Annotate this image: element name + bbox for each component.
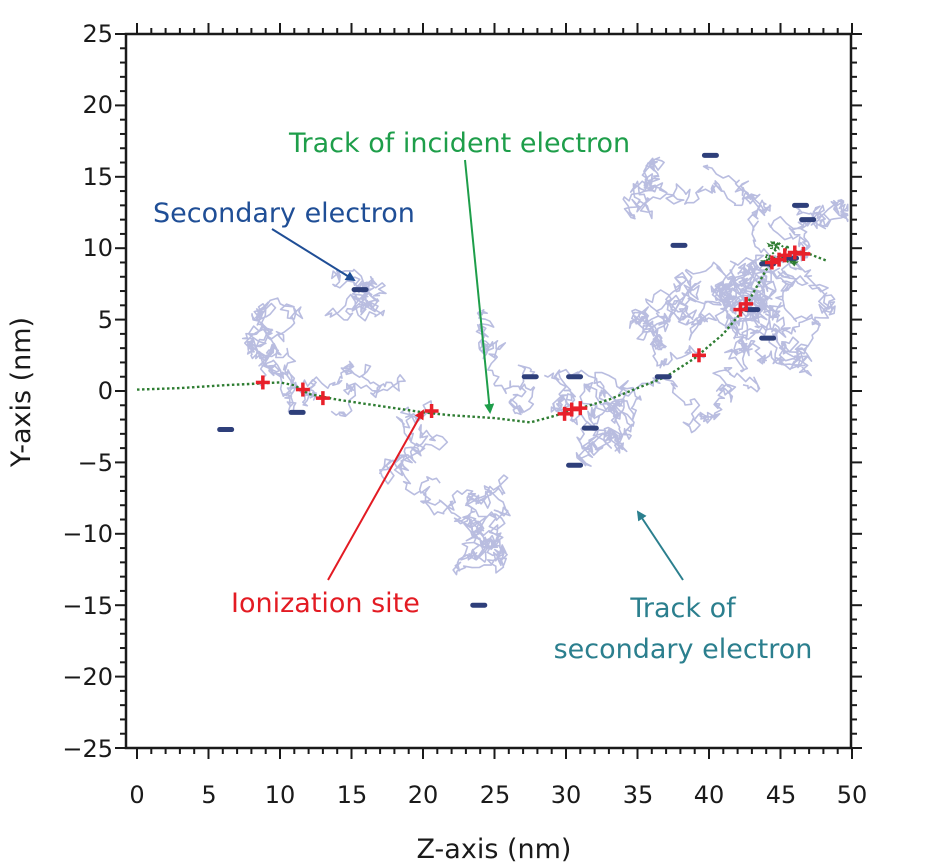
secondary-tracks (241, 156, 849, 576)
ionization-site-marker (424, 403, 439, 418)
x-tick-label: 35 (623, 781, 654, 809)
x-tick-label: 15 (337, 781, 368, 809)
annotation-ionization-site: Ionization site (231, 588, 420, 619)
secondary-track (298, 360, 406, 418)
y-tick-label: 10 (82, 234, 113, 262)
ionization-site-marker (255, 375, 270, 390)
incident-track-arrow (464, 159, 495, 414)
x-tick-label: 30 (551, 781, 582, 809)
ionization-site-marker (315, 391, 330, 406)
x-tick-label: 50 (837, 781, 868, 809)
secondary-track-arrow (636, 510, 684, 581)
y-tick-label: −20 (62, 663, 113, 691)
ionization-site-marker (557, 406, 572, 421)
secondary-track (324, 268, 387, 322)
secondary-electron-arrow (271, 228, 356, 282)
annotation-incident-track: Track of incident electron (288, 128, 630, 159)
y-tick-labels: 25 20 15 10 5 0 −5 −10 −15 −20 −25 (62, 20, 113, 763)
y-tick-label: 15 (82, 163, 113, 191)
markers (217, 152, 817, 608)
y-tick-label: −5 (78, 449, 113, 477)
ionization-site-arrow (327, 409, 424, 581)
secondary-track (747, 198, 849, 271)
secondary-track (475, 309, 536, 416)
y-tick-label: 20 (82, 91, 113, 119)
axis-ticks (115, 23, 862, 759)
secondary-track (543, 368, 642, 467)
x-tick-label: 25 (480, 781, 511, 809)
annotation-secondary-electron: Secondary electron (153, 198, 415, 229)
annotation-secondary-electron-track: secondary electron (554, 634, 813, 665)
secondary-track (628, 306, 705, 369)
secondary-track (379, 400, 511, 576)
x-axis-title: Z-axis (nm) (417, 834, 572, 865)
x-tick-label: 10 (265, 781, 296, 809)
secondary-track (241, 297, 304, 413)
ionization-site-marker (295, 382, 310, 397)
secondary-track (569, 367, 761, 456)
y-tick-label: −10 (62, 520, 113, 548)
y-tick-label: −15 (62, 592, 113, 620)
ionization-site-marker (573, 401, 588, 416)
secondary-track (622, 156, 772, 220)
ionization-site-marker (764, 255, 779, 270)
y-axis-title: Y-axis (nm) (6, 317, 37, 468)
y-tick-label: 0 (98, 377, 113, 405)
x-tick-labels: 0 5 10 15 20 25 30 35 40 45 50 (129, 781, 867, 809)
ionization-site-marker (796, 246, 811, 261)
secondary-track (710, 254, 836, 377)
ionization-site-marker (777, 248, 792, 263)
y-tick-label: 25 (82, 20, 113, 48)
x-tick-label: 5 (201, 781, 216, 809)
x-tick-label: 20 (408, 781, 439, 809)
x-tick-label: 45 (766, 781, 797, 809)
y-tick-label: −25 (62, 735, 113, 763)
incident-track (136, 249, 829, 424)
ionization-site-marker (739, 296, 754, 311)
x-tick-label: 0 (129, 781, 144, 809)
annotation-track-of: Track of (629, 593, 737, 624)
ionization-site-marker (691, 348, 706, 363)
y-tick-label: 5 (98, 306, 113, 334)
x-tick-label: 40 (694, 781, 725, 809)
